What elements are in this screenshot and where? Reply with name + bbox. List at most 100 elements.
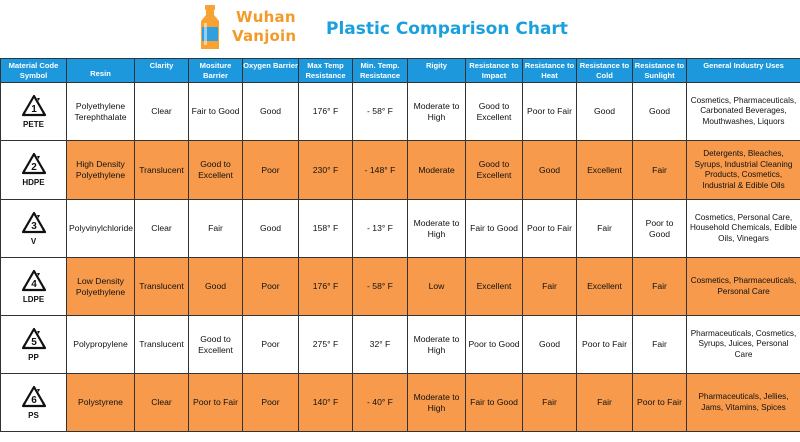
cell-oxygen: Good	[242, 82, 299, 141]
cell-clarity: Translucent	[134, 315, 189, 374]
recycle-number: 5	[31, 337, 37, 348]
bottle-logo-icon	[201, 5, 219, 49]
page-header: Wuhan Vanjoin Plastic Comparison Chart	[0, 0, 800, 58]
material-code: V	[30, 236, 37, 246]
cell-moisture: Good to Excellent	[188, 315, 243, 374]
cell-moisture: Good	[188, 257, 243, 316]
cell-impact: Excellent	[465, 257, 523, 316]
material-code: LDPE	[22, 294, 45, 304]
cell-resin: Polystyrene	[66, 373, 135, 432]
column-header: General Industry Uses	[686, 58, 800, 83]
recycle-number: 4	[31, 279, 37, 290]
cell-cold: Excellent	[576, 140, 633, 200]
cell-max-temp: 230° F	[298, 140, 353, 200]
recycling-code-cell: 5 PP	[0, 315, 67, 374]
cell-sunlight: Fair	[632, 257, 687, 316]
table-row: 4 LDPE Low Density Polyethylene Translucent…	[0, 257, 800, 316]
cell-oxygen: Poor	[242, 315, 299, 374]
cell-min-temp: 32° F	[352, 315, 408, 374]
cell-sunlight: Poor to Fair	[632, 373, 687, 432]
column-header: Material Code Symbol	[0, 58, 67, 83]
cell-cold: Fair	[576, 373, 633, 432]
cell-sunlight: Fair	[632, 140, 687, 200]
cell-rigidity: Moderate to High	[407, 373, 466, 432]
cell-heat: Poor to Fair	[522, 82, 577, 141]
cell-resin: Low Density Polyethylene	[66, 257, 135, 316]
material-code: HDPE	[22, 178, 45, 187]
recycle-triangle-icon: 3	[21, 211, 46, 233]
cell-moisture: Poor to Fair	[188, 373, 243, 432]
column-header: Resistance to Sunlight	[632, 58, 687, 83]
column-header: Clarity	[134, 58, 189, 83]
recycling-code-cell: 2 HDPE	[0, 140, 67, 200]
table-row: 5 PP Polypropylene Translucent Good to Excel…	[0, 315, 800, 374]
recycle-triangle-icon: 1	[21, 94, 46, 116]
recycle-number: 2	[31, 162, 37, 173]
company-logo-text: Wuhan Vanjoin	[232, 8, 296, 46]
recycle-triangle-icon: 2	[21, 152, 46, 175]
column-header: Oxygen Barrier	[242, 58, 299, 83]
cell-max-temp: 158° F	[298, 199, 353, 258]
column-header: Mositure Barrier	[188, 58, 243, 83]
cell-max-temp: 176° F	[298, 257, 353, 316]
cell-clarity: Translucent	[134, 140, 189, 200]
cell-moisture: Fair to Good	[188, 82, 243, 141]
cell-heat: Fair	[522, 257, 577, 316]
cell-resin: High Density Polyethylene	[66, 140, 135, 200]
cell-uses: Detergents, Bleaches, Syrups, Industrial…	[686, 140, 800, 200]
cell-cold: Excellent	[576, 257, 633, 316]
cell-uses: Cosmetics, Pharmaceuticals, Carbonated B…	[686, 82, 800, 141]
cell-cold: Poor to Fair	[576, 315, 633, 374]
cell-sunlight: Good	[632, 82, 687, 141]
table-row: 3 V Polyvinylchloride Clear Fair Good 158° F- …	[0, 199, 800, 258]
cell-resin: Polyvinylchloride	[66, 199, 135, 258]
cell-oxygen: Poor	[242, 140, 299, 200]
material-code: PS	[28, 410, 39, 420]
material-code: PP	[28, 352, 39, 362]
recycling-code-cell: 4 LDPE	[0, 257, 67, 316]
column-header: Resistance to Heat	[522, 58, 577, 83]
column-header: Resistance to Cold	[576, 58, 633, 83]
column-header: Resistance to Impact	[465, 58, 523, 83]
cell-min-temp: - 13° F	[352, 199, 408, 258]
recycle-triangle-icon: 5	[21, 327, 46, 349]
cell-sunlight: Poor to Good	[632, 199, 687, 258]
cell-impact: Good to Excellent	[465, 82, 523, 141]
cell-min-temp: - 58° F	[352, 257, 408, 316]
cell-clarity: Clear	[134, 373, 189, 432]
cell-clarity: Clear	[134, 199, 189, 258]
table-row: 2 HDPE High Density Polyethylene Translucen…	[0, 140, 800, 200]
logo-line-1: Wuhan	[236, 8, 296, 26]
cell-impact: Fair to Good	[465, 199, 523, 258]
cell-oxygen: Good	[242, 199, 299, 258]
table-row: 6 PS Polystyrene Clear Poor to Fair Poor 140° …	[0, 373, 800, 432]
recycle-triangle-icon: 4	[21, 269, 46, 291]
cell-resin: Polypropylene	[66, 315, 135, 374]
column-header: Rigity	[407, 58, 466, 83]
cell-cold: Fair	[576, 199, 633, 258]
cell-rigidity: Moderate to High	[407, 199, 466, 258]
cell-rigidity: Moderate to High	[407, 315, 466, 374]
cell-heat: Good	[522, 315, 577, 374]
recycle-triangle-icon: 6	[21, 385, 46, 407]
column-header: Max Temp Resistance	[298, 58, 353, 83]
cell-uses: Pharmaceuticals, Cosmetics, Syrups, Juic…	[686, 315, 800, 374]
cell-cold: Good	[576, 82, 633, 141]
cell-max-temp: 176° F	[298, 82, 353, 141]
cell-rigidity: Low	[407, 257, 466, 316]
cell-max-temp: 275° F	[298, 315, 353, 374]
logo-line-2: Vanjoin	[232, 27, 297, 45]
cell-heat: Good	[522, 140, 577, 200]
cell-heat: Fair	[522, 373, 577, 432]
column-header: Resin	[66, 58, 135, 83]
cell-max-temp: 140° F	[298, 373, 353, 432]
recycle-number: 3	[31, 221, 37, 232]
recycling-code-cell: 6 PS	[0, 373, 67, 432]
table-row: 1 PETE Polyethylene Terephthalate Clear Fair…	[0, 82, 800, 141]
cell-oxygen: Poor	[242, 373, 299, 432]
cell-impact: Poor to Good	[465, 315, 523, 374]
cell-impact: Good to Excellent	[465, 140, 523, 200]
column-header: Min. Temp. Resistance	[352, 58, 408, 83]
table-header-row: Material Code Symbol Resin Clarity Mosit…	[0, 58, 800, 83]
